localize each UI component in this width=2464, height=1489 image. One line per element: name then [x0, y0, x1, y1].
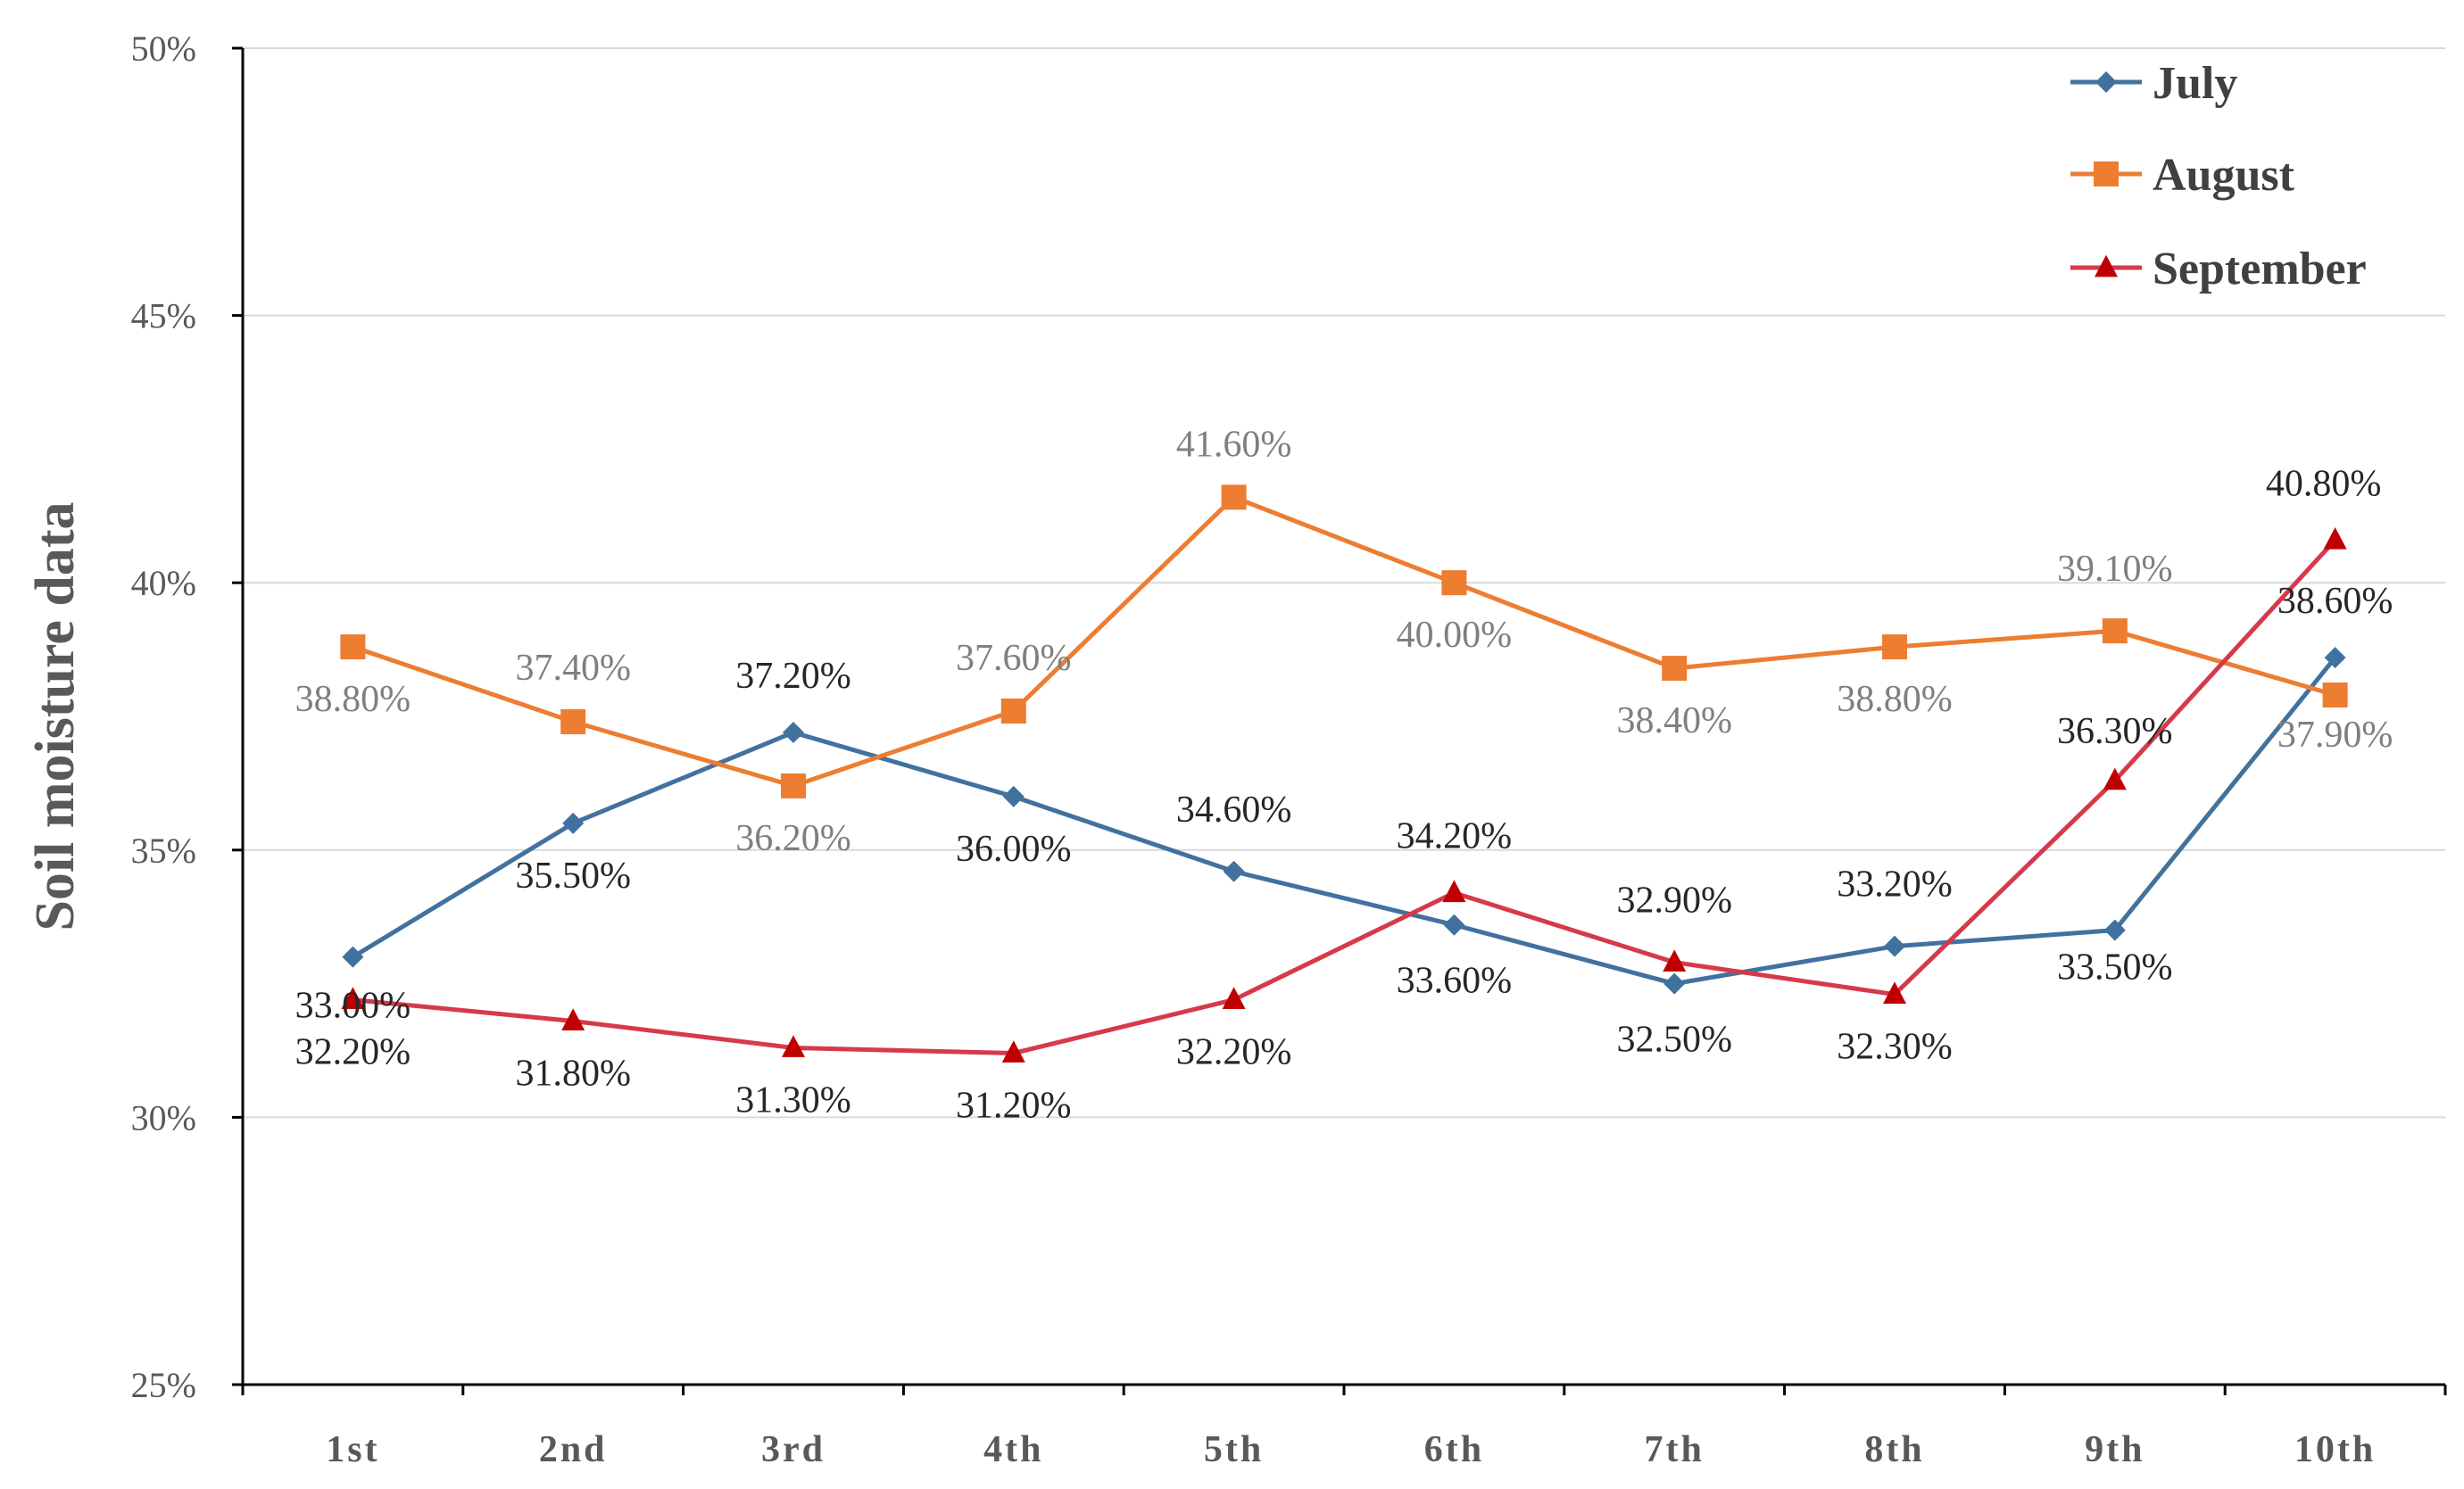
september-point	[1883, 981, 1906, 1004]
july-data-label: 33.00%	[295, 986, 411, 1027]
august-point	[340, 634, 366, 660]
july-data-label: 33.60%	[1397, 961, 1513, 1002]
x-axis-ticks: 1st 2nd 3rd 4th 5th 6th 7th 8th 9th 10th	[241, 1385, 2447, 1470]
september-data-label: 40.80%	[2266, 463, 2382, 504]
x-tick-label: 6th	[1424, 1429, 1484, 1470]
gridlines	[243, 47, 2445, 1119]
data-labels: 33.00% 35.50% 37.20% 36.00% 34.60% 33.60% 32.5…	[295, 424, 2393, 1126]
y-axis-ticks: 25% 30% 35% 40% 45% 50%	[131, 29, 243, 1405]
september-point	[341, 987, 365, 1009]
y-tick-label: 45%	[131, 296, 196, 336]
y-tick-label: 35%	[131, 831, 196, 871]
september-point	[1001, 1040, 1025, 1063]
july-data-label: 36.00%	[956, 829, 1072, 870]
july-point	[1663, 972, 1686, 995]
september-data-label: 32.30%	[1837, 1027, 1953, 1068]
august-data-label: 38.40%	[1616, 700, 1732, 741]
september-point	[2103, 767, 2127, 790]
legend-label-july: July	[2153, 58, 2237, 109]
y-tick-label: 30%	[131, 1097, 196, 1137]
july-point	[2103, 919, 2126, 941]
august-data-label: 40.00%	[1397, 615, 1513, 656]
september-point	[1442, 880, 1466, 903]
august-point	[1882, 634, 1907, 660]
august-point	[781, 773, 806, 798]
series-lines	[352, 494, 2337, 1055]
august-point	[560, 708, 586, 734]
x-tick-label: 7th	[1645, 1429, 1705, 1470]
september-data-label: 34.20%	[1397, 816, 1513, 857]
september-point	[1222, 987, 1246, 1009]
july-point	[1884, 935, 1905, 957]
series-line-august	[352, 494, 2336, 789]
y-axis-label: Soil moisture data	[25, 501, 86, 931]
august-point	[2322, 682, 2348, 708]
x-tick-label: 9th	[2085, 1429, 2145, 1470]
july-point	[1223, 860, 1245, 882]
july-data-label: 35.50%	[515, 856, 631, 897]
august-data-label: 37.90%	[2277, 715, 2393, 756]
september-data-label: 32.20%	[295, 1032, 411, 1073]
september-point	[2323, 526, 2347, 550]
x-tick-label: 4th	[983, 1429, 1043, 1470]
september-data-label: 31.80%	[515, 1054, 631, 1095]
legend-label-september: September	[2153, 244, 2367, 294]
series-line-september	[353, 538, 2337, 1055]
july-point	[1002, 785, 1025, 807]
september-data-label: 36.30%	[2057, 711, 2173, 752]
september-point	[782, 1035, 805, 1057]
september-point	[1663, 949, 1687, 972]
legend-marker-july	[2095, 71, 2117, 93]
august-data-label: 41.60%	[1176, 424, 1292, 465]
legend: July August September	[2070, 58, 2367, 294]
x-tick-label: 3rd	[761, 1429, 825, 1470]
july-data-label: 32.50%	[1616, 1020, 1732, 1061]
august-point	[1441, 570, 1467, 596]
september-point	[561, 1008, 585, 1030]
july-data-label: 33.20%	[1837, 864, 1953, 906]
july-point	[783, 721, 804, 743]
series-line-july	[352, 656, 2337, 987]
y-tick-label: 50%	[131, 29, 196, 69]
august-point	[1662, 656, 1688, 682]
august-data-label: 36.20%	[735, 818, 851, 859]
y-tick-label: 25%	[131, 1365, 196, 1405]
july-point	[1443, 914, 1465, 936]
july-point	[2324, 647, 2346, 669]
series-markers	[340, 484, 2348, 1063]
y-tick-label: 40%	[131, 563, 196, 603]
x-tick-label: 8th	[1864, 1429, 1924, 1470]
july-point	[562, 812, 585, 834]
august-point	[1221, 484, 1247, 510]
x-tick-label: 5th	[1204, 1429, 1264, 1470]
x-tick-label: 10th	[2294, 1429, 2376, 1470]
august-point	[1000, 699, 1026, 724]
august-data-label: 38.80%	[295, 679, 411, 720]
august-data-label: 38.80%	[1837, 679, 1953, 720]
september-data-label: 32.20%	[1176, 1032, 1292, 1073]
august-point	[2102, 618, 2128, 644]
legend-marker-september	[2095, 254, 2118, 277]
september-data-label: 31.20%	[956, 1085, 1072, 1126]
july-data-label: 34.60%	[1176, 790, 1292, 831]
august-data-label: 37.60%	[956, 638, 1072, 679]
x-tick-label: 1st	[326, 1429, 379, 1470]
august-data-label: 37.40%	[515, 648, 631, 689]
legend-marker-august	[2094, 161, 2119, 186]
x-tick-label: 2nd	[539, 1429, 608, 1470]
legend-label-august: August	[2153, 150, 2295, 201]
july-data-label: 37.20%	[735, 656, 851, 697]
september-data-label: 31.30%	[735, 1080, 851, 1121]
september-data-label: 32.90%	[1616, 881, 1732, 922]
july-data-label: 38.60%	[2277, 581, 2393, 622]
august-data-label: 39.10%	[2057, 549, 2173, 590]
july-data-label: 33.50%	[2057, 947, 2173, 989]
july-point	[342, 946, 364, 968]
